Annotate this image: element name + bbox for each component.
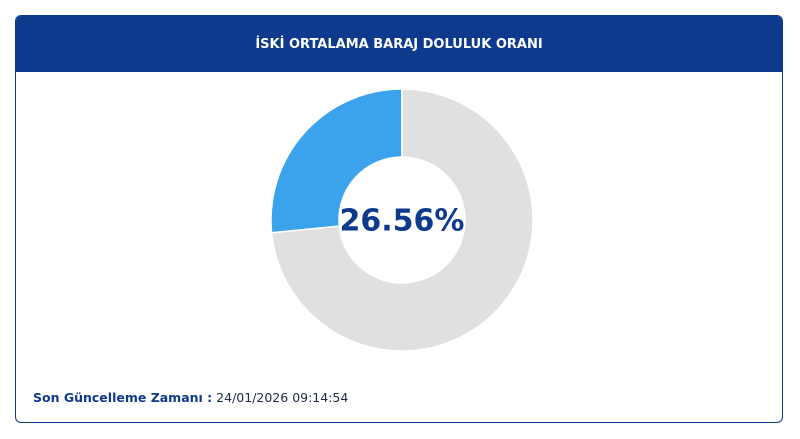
donut-segment [270,88,534,352]
footer-label: Son Güncelleme Zamanı : [33,390,213,405]
header-title: İSKİ ORTALAMA BARAJ DOLULUK ORANI [255,36,543,52]
footer: Son Güncelleme Zamanı : 24/01/2026 09:14… [33,390,348,405]
header: İSKİ ORTALAMA BARAJ DOLULUK ORANI [16,16,782,72]
center-label: 26.56% [340,204,465,239]
donut-segment [270,88,403,234]
footer-value: 24/01/2026 09:14:54 [216,390,349,405]
card: İSKİ ORTALAMA BARAJ DOLULUK ORANI 26.56%… [15,15,783,423]
chart: 26.56% [270,88,534,352]
